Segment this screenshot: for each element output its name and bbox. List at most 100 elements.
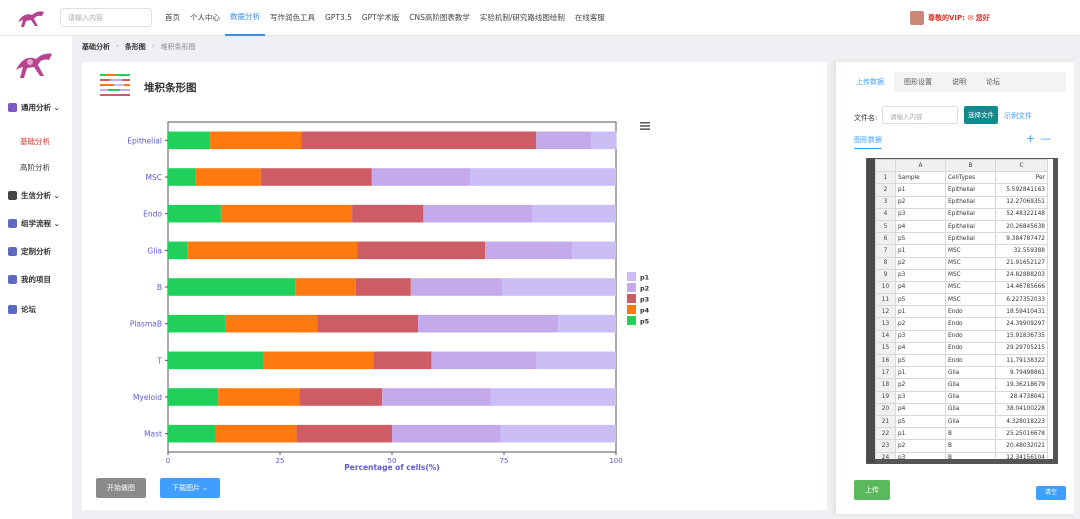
graph-data-tab[interactable]: 图形数据	[854, 135, 882, 149]
nav-item[interactable]: GPT学术版	[361, 13, 400, 22]
column-header[interactable]: C	[995, 159, 1048, 173]
bar-segment-p3[interactable]	[355, 278, 411, 296]
table-cell[interactable]: 20.26845638	[995, 219, 1048, 234]
bar-segment-p1[interactable]	[536, 351, 616, 370]
breadcrumb-bar[interactable]: 条形图	[124, 43, 146, 51]
table-cell[interactable]: Sample	[895, 171, 946, 185]
table-cell[interactable]: 11.79138322	[995, 353, 1048, 368]
bar-segment-p5[interactable]	[168, 351, 263, 370]
row-number[interactable]: 13	[875, 317, 896, 331]
table-cell[interactable]: 24.82888203	[995, 268, 1048, 282]
table-cell[interactable]: Epithelial	[945, 195, 996, 209]
row-number[interactable]: 5	[875, 219, 896, 234]
table-cell[interactable]: Glia	[945, 390, 996, 404]
bar-segment-p4[interactable]	[187, 241, 358, 260]
bar-segment-p4[interactable]	[262, 351, 374, 370]
vertical-scrollbar[interactable]	[1053, 159, 1057, 463]
table-cell[interactable]: p1	[895, 305, 946, 319]
horse-logo-icon[interactable]	[14, 6, 50, 30]
bar-segment-p2[interactable]	[485, 241, 573, 260]
table-cell[interactable]: p3	[895, 268, 946, 282]
bar-segment-p2[interactable]	[536, 131, 592, 150]
table-cell[interactable]: Per	[995, 171, 1048, 185]
sidebar-item[interactable]: 通用分析 ⌄	[8, 102, 60, 113]
bar-segment-p5[interactable]	[168, 314, 226, 333]
bar-segment-p1[interactable]	[558, 314, 616, 333]
bar-segment-p4[interactable]	[295, 278, 356, 296]
menu-icon[interactable]	[640, 122, 650, 130]
bar-segment-p1[interactable]	[469, 168, 616, 186]
table-cell[interactable]: Epithelial	[945, 232, 996, 246]
table-cell[interactable]: p3	[895, 329, 946, 343]
row-number[interactable]: 15	[875, 341, 896, 356]
bar-segment-p3[interactable]	[373, 351, 432, 370]
clear-button[interactable]: 清空	[1036, 486, 1066, 500]
row-number[interactable]: 12	[875, 305, 896, 319]
bar-segment-p3[interactable]	[352, 204, 424, 223]
table-cell[interactable]: 29.29705215	[995, 341, 1048, 356]
bar-segment-p5[interactable]	[168, 241, 188, 260]
bar-segment-p2[interactable]	[371, 168, 470, 186]
table-cell[interactable]: Epithelial	[945, 207, 996, 221]
bar-segment-p2[interactable]	[392, 424, 501, 443]
row-number[interactable]: 2	[875, 183, 896, 197]
horizontal-scrollbar[interactable]	[875, 459, 1055, 463]
table-cell[interactable]: p4	[895, 219, 946, 234]
table-cell[interactable]: 14.46785666	[995, 280, 1048, 295]
table-cell[interactable]: 12.27069351	[995, 195, 1048, 209]
table-cell[interactable]: p4	[895, 402, 946, 416]
table-cell[interactable]: Glia	[945, 378, 996, 392]
bar-segment-p2[interactable]	[417, 314, 559, 333]
bar-segment-p2[interactable]	[423, 204, 533, 223]
bar-segment-p4[interactable]	[220, 204, 353, 223]
bar-segment-p5[interactable]	[168, 388, 219, 406]
bar-segment-p5[interactable]	[168, 424, 216, 443]
start-plot-button[interactable]: 开始做图	[96, 478, 146, 498]
table-cell[interactable]: 9.384787472	[995, 232, 1048, 246]
row-number[interactable]: 17	[875, 366, 896, 380]
sidebar-item[interactable]: 组学流程 ⌄	[8, 218, 60, 229]
row-number[interactable]: 16	[875, 353, 896, 368]
table-cell[interactable]: p1	[895, 366, 946, 380]
bar-segment-p3[interactable]	[296, 424, 392, 443]
row-number[interactable]: 3	[875, 195, 896, 209]
table-cell[interactable]: Endo	[945, 305, 996, 319]
nav-item[interactable]: 实验机制/研究路线图绘制	[479, 13, 565, 22]
panel-tab[interactable]: 上传数据	[846, 72, 894, 92]
row-number[interactable]: 23	[875, 439, 896, 453]
example-file-link[interactable]: 示例文件	[1004, 112, 1032, 120]
data-table[interactable]: A B C 1 Sample CellTypes Per 2 p1 Epithelial 5.592…	[875, 159, 1048, 463]
nav-item[interactable]: CNS高阶图表教学	[409, 13, 470, 22]
vip-greeting[interactable]: 尊敬的VIP: ✉ 您好	[910, 11, 990, 25]
table-cell[interactable]: MSC	[945, 293, 996, 307]
table-cell[interactable]: Endo	[945, 329, 996, 343]
table-cell[interactable]: p1	[895, 244, 946, 258]
bar-segment-p4[interactable]	[218, 388, 300, 406]
table-cell[interactable]: Epithelial	[945, 219, 996, 234]
row-number[interactable]: 8	[875, 256, 896, 270]
bar-segment-p5[interactable]	[168, 131, 211, 150]
table-cell[interactable]: p4	[895, 280, 946, 295]
bar-segment-p1[interactable]	[532, 204, 616, 223]
bar-segment-p1[interactable]	[490, 388, 616, 406]
sidebar-item[interactable]: 高阶分析	[20, 162, 50, 173]
table-cell[interactable]: Endo	[945, 341, 996, 356]
table-cell[interactable]: p2	[895, 378, 946, 392]
panel-tab[interactable]: 说明	[952, 78, 966, 86]
table-cell[interactable]: p3	[895, 390, 946, 404]
column-header[interactable]: B	[945, 159, 996, 173]
table-cell[interactable]: p2	[895, 256, 946, 270]
table-cell[interactable]: 28.4738041	[995, 390, 1048, 404]
upload-button[interactable]: 上传	[854, 480, 890, 500]
bar-segment-p3[interactable]	[317, 314, 418, 333]
row-number[interactable]: 11	[875, 293, 896, 307]
sidebar-item[interactable]: 我的项目	[8, 274, 51, 285]
bar-segment-p5[interactable]	[168, 278, 296, 296]
row-number[interactable]: 14	[875, 329, 896, 343]
breadcrumb-basic[interactable]: 基础分析	[82, 43, 110, 51]
sidebar-item[interactable]: 定制分析	[8, 246, 51, 257]
table-cell[interactable]: p1	[895, 427, 946, 441]
bar-segment-p3[interactable]	[299, 388, 383, 406]
bar-segment-p4[interactable]	[215, 424, 297, 443]
table-cell[interactable]: p5	[895, 293, 946, 307]
